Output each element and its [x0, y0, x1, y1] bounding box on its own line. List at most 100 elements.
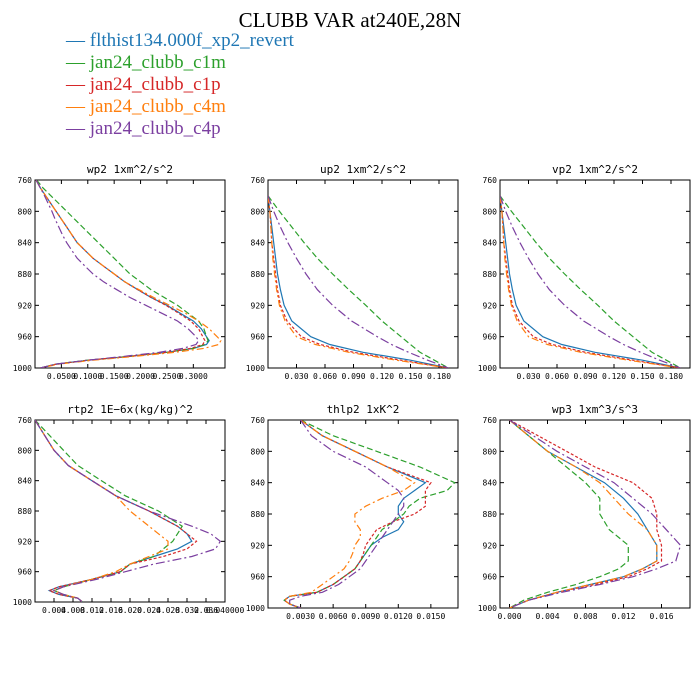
x-tick-label: 0.024 [137, 606, 161, 615]
y-tick-label: 960 [251, 333, 266, 342]
chart-panel-3: rtp2 1E−6x(kg/kg)^2 760 800 840 880 920 960 100… [13, 403, 245, 615]
y-tick-label: 1000 [246, 604, 265, 613]
series-line-3 [500, 195, 681, 368]
x-tick-label: 0.090 [573, 372, 597, 381]
series-line-0 [509, 420, 658, 608]
x-tick-label: 0.008 [61, 606, 85, 615]
y-tick-label: 920 [483, 301, 498, 310]
y-tick-label: 880 [251, 510, 266, 519]
y-tick-label: 760 [483, 176, 498, 185]
y-tick-label: 760 [251, 416, 266, 425]
x-tick-label: 0.180 [659, 372, 683, 381]
y-tick-label: 800 [251, 447, 266, 456]
x-tick-label: 0.020 [118, 606, 142, 615]
x-tick-label: 0.0500 [47, 372, 76, 381]
x-tick-label: 0.0090 [351, 612, 380, 621]
x-tick-label: 0.036 [194, 606, 218, 615]
series-line-0 [500, 195, 681, 368]
x-tick-label: 0.120 [602, 372, 626, 381]
series-line-2 [509, 420, 663, 608]
x-tick-label: 0.004 [535, 612, 559, 621]
y-tick-label: 1000 [478, 604, 497, 613]
plot-frame [499, 179, 691, 369]
y-tick-label: 960 [483, 573, 498, 582]
chart-panel-2: vp2 1xm^2/s^2 760 800 840 880 920 960 1000 0.030… [478, 163, 691, 381]
legend-dash: — [66, 74, 90, 95]
y-tick-label: 840 [251, 479, 266, 488]
panel-title: wp3 1xm^3/s^3 [552, 403, 638, 416]
series-line-2 [500, 195, 681, 368]
series-line-4 [268, 195, 449, 368]
y-tick-label: 840 [18, 477, 33, 486]
y-tick-label: 840 [483, 239, 498, 248]
plot-frame [267, 419, 459, 609]
x-tick-label: 0.2500 [152, 372, 181, 381]
panel-title: wp2 1xm^2/s^2 [87, 163, 173, 176]
legend-dash: — [66, 30, 90, 51]
x-tick-label: 0.030 [516, 372, 540, 381]
x-tick-label: 0.000 [497, 612, 521, 621]
series-line-2 [283, 420, 432, 608]
y-tick-label: 760 [18, 176, 33, 185]
y-tick-label: 1000 [478, 364, 497, 373]
series-line-3 [35, 420, 169, 602]
x-tick-label: 0.090 [341, 372, 365, 381]
y-tick-label: 1000 [13, 598, 32, 607]
legend: — flthist134.000f_xp2_revert — jan24_clu… [66, 30, 294, 140]
series-line-0 [35, 180, 210, 368]
legend-item-0: — flthist134.000f_xp2_revert [66, 30, 294, 52]
x-tick-label: 0.040000 [206, 606, 245, 615]
panel-title: vp2 1xm^2/s^2 [552, 163, 638, 176]
series-line-1 [283, 420, 456, 608]
series-line-2 [268, 195, 449, 368]
x-tick-label: 0.180 [427, 372, 451, 381]
x-tick-label: 0.016 [99, 606, 123, 615]
y-tick-label: 880 [251, 270, 266, 279]
series-line-3 [268, 195, 449, 368]
panel-title: rtp2 1E−6x(kg/kg)^2 [67, 403, 193, 416]
series-line-1 [500, 195, 681, 368]
series-line-1 [36, 180, 209, 368]
y-tick-label: 800 [251, 207, 266, 216]
series-line-0 [268, 195, 449, 368]
series-line-4 [289, 420, 405, 608]
series-line-3 [35, 180, 222, 368]
x-tick-label: 0.1000 [73, 372, 102, 381]
chart-panel-0: wp2 1xm^2/s^2 760 800 840 880 920 960 1000 0.050… [13, 163, 226, 381]
x-tick-label: 0.012 [611, 612, 635, 621]
y-tick-label: 800 [483, 207, 498, 216]
x-tick-label: 0.0150 [416, 612, 445, 621]
chart-panel-1: up2 1xm^2/s^2 760 800 840 880 920 960 1000 0.030… [246, 163, 459, 381]
chart-panel-5: wp3 1xm^3/s^3 760 800 840 880 920 960 10000.000… [478, 403, 691, 621]
y-tick-label: 880 [18, 507, 33, 516]
legend-label: jan24_clubb_c1m [89, 52, 226, 73]
x-tick-label: 0.030 [284, 372, 308, 381]
series-line-4 [509, 420, 682, 608]
y-tick-label: 840 [251, 239, 266, 248]
series-line-3 [283, 420, 416, 608]
y-tick-label: 800 [18, 207, 33, 216]
x-tick-label: 0.0060 [319, 612, 348, 621]
y-tick-label: 880 [483, 270, 498, 279]
x-tick-label: 0.016 [649, 612, 673, 621]
y-tick-label: 960 [251, 573, 266, 582]
series-line-2 [35, 180, 206, 368]
series-line-1 [268, 195, 449, 368]
y-tick-label: 760 [483, 416, 498, 425]
series-line-4 [35, 420, 222, 602]
x-tick-label: 0.004 [42, 606, 66, 615]
y-tick-label: 920 [18, 537, 33, 546]
legend-item-4: — jan24_clubb_c4p [66, 118, 294, 140]
y-tick-label: 1000 [13, 364, 32, 373]
figure-title: CLUBB VAR at240E,28N [238, 8, 462, 32]
y-tick-label: 800 [18, 446, 33, 455]
x-tick-label: 0.0030 [286, 612, 315, 621]
y-tick-label: 840 [18, 239, 33, 248]
x-tick-label: 0.3000 [179, 372, 208, 381]
y-tick-label: 800 [483, 447, 498, 456]
y-tick-label: 1000 [246, 364, 265, 373]
series-line-2 [35, 420, 198, 602]
legend-item-3: — jan24_clubb_c4m [66, 96, 294, 118]
legend-label: jan24_clubb_c4m [89, 96, 226, 117]
x-tick-label: 0.2000 [126, 372, 155, 381]
